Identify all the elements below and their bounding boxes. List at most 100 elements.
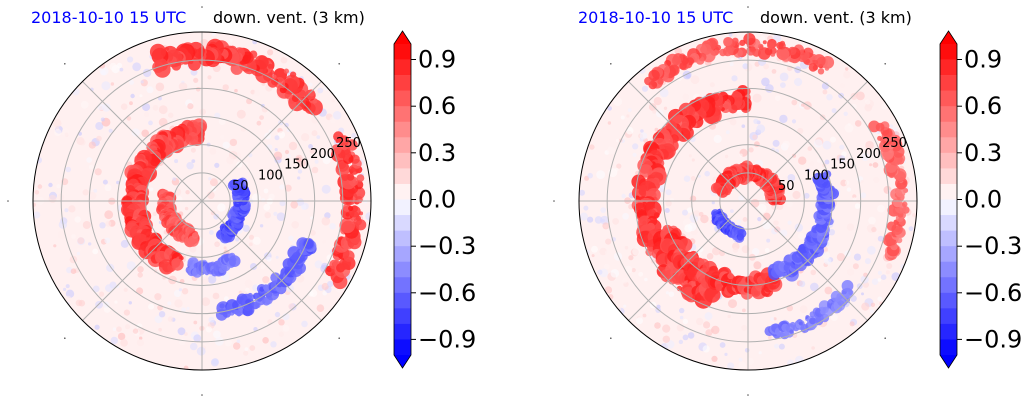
positive-cell: [644, 76, 653, 86]
field-speckle: [92, 248, 99, 255]
field-speckle: [846, 223, 855, 231]
colorbar-segment: [394, 137, 411, 154]
field-speckle: [773, 34, 782, 43]
positive-cell: [743, 33, 756, 46]
field-speckle: [787, 220, 792, 225]
negative-cell: [823, 170, 832, 179]
field-speckle: [105, 220, 112, 227]
field-speckle: [615, 138, 620, 143]
field-speckle: [787, 174, 796, 182]
field-speckle: [752, 93, 762, 103]
field-speckle: [602, 222, 610, 230]
field-speckle: [78, 299, 86, 307]
colorbar-outline: [393, 30, 412, 369]
positive-cell: [808, 62, 818, 72]
field-speckle: [102, 103, 111, 112]
field-speckle: [322, 290, 328, 296]
field-speckle: [607, 121, 612, 125]
field-speckle: [132, 328, 139, 334]
field-speckle: [148, 120, 153, 126]
field-speckle: [739, 153, 743, 157]
field-speckle: [816, 159, 821, 163]
colorbar-segment: [940, 90, 957, 107]
field-speckle: [172, 177, 177, 182]
field-speckle: [744, 348, 750, 353]
colorbar-segment: [394, 183, 411, 200]
field-speckle: [190, 147, 196, 153]
field-speckle: [282, 324, 290, 332]
field-speckle: [807, 93, 815, 102]
field-speckle: [65, 284, 70, 289]
field-speckle: [587, 216, 594, 223]
field-speckle: [644, 277, 648, 282]
field-speckle: [181, 288, 189, 295]
field-speckle: [184, 206, 189, 211]
field-speckle: [690, 75, 700, 85]
field-speckle: [235, 237, 240, 242]
field-speckle: [597, 269, 603, 275]
field-speckle: [624, 265, 633, 274]
field-speckle: [158, 327, 162, 332]
angular-tick-mark: [747, 394, 749, 396]
positive-cell: [192, 232, 199, 239]
field-speckle: [61, 128, 70, 137]
field-speckle: [780, 82, 786, 88]
angular-gridline: [628, 200, 749, 321]
field-speckle: [613, 97, 623, 106]
field-speckle: [152, 104, 159, 111]
field-speckle: [702, 345, 710, 353]
field-speckle: [167, 301, 172, 306]
colorbar-segment: [940, 261, 957, 278]
field-speckle: [614, 167, 619, 172]
field-speckle: [807, 146, 813, 151]
positive-cell: [307, 89, 315, 97]
field-speckle: [641, 85, 649, 92]
field-speckle: [621, 277, 628, 284]
field-speckle: [632, 143, 639, 150]
field-speckle: [34, 190, 40, 195]
field-speckle: [126, 116, 132, 121]
field-speckle: [839, 83, 845, 89]
field-speckle: [612, 218, 619, 225]
angular-tick-mark: [747, 6, 749, 8]
field-speckle: [217, 217, 222, 222]
field-speckle: [288, 141, 298, 151]
field-speckle: [822, 89, 828, 95]
field-speckle: [792, 153, 797, 158]
field-speckle: [810, 269, 817, 276]
field-speckle: [64, 208, 69, 213]
field-speckle: [56, 184, 61, 189]
field-speckle: [710, 164, 715, 169]
field-speckle: [830, 136, 836, 143]
field-speckle: [741, 324, 748, 331]
colorbar-segment: [394, 292, 411, 309]
field-speckle: [797, 127, 804, 135]
angular-gridline: [82, 200, 203, 321]
colorbar-segment: [394, 323, 411, 340]
field-speckle: [738, 361, 747, 370]
field-speckle: [688, 154, 692, 158]
field-speckle: [843, 70, 851, 79]
field-speckle: [76, 251, 81, 256]
field-speckle: [68, 205, 76, 213]
angular-tick-mark: [884, 63, 886, 65]
field-speckle: [277, 131, 286, 139]
field-speckle: [742, 308, 746, 313]
field-speckle: [730, 209, 734, 214]
positive-cell: [719, 48, 727, 57]
field-speckle: [311, 166, 319, 174]
field-speckle: [826, 94, 833, 101]
colorbar-segment: [940, 246, 957, 262]
field-speckle: [843, 111, 848, 117]
field-speckle: [589, 144, 595, 150]
colorbar-outline: [939, 30, 958, 369]
field-speckle: [273, 151, 283, 161]
field-speckle: [242, 224, 250, 232]
field-speckle: [850, 295, 857, 302]
field-speckle: [274, 148, 278, 152]
radial-tick-label: 50: [778, 179, 795, 194]
field-speckle: [779, 72, 789, 82]
field-speckle: [828, 229, 835, 236]
field-speckle: [861, 292, 864, 296]
field-speckle: [712, 247, 721, 256]
